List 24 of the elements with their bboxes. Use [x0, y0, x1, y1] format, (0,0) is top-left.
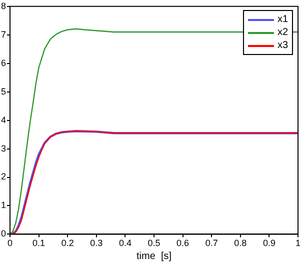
- legend-label: x1: [277, 13, 288, 26]
- y-tick-label: 8: [0, 0, 6, 11]
- x-tick-label: 0.9: [262, 238, 276, 248]
- x-tick-label: 0.3: [90, 238, 103, 248]
- y-tick-label: 4: [0, 114, 6, 125]
- y-tick-label: 5: [0, 86, 6, 96]
- x-tick-label: 0.6: [176, 238, 190, 248]
- legend-label: x3: [277, 39, 288, 52]
- y-tick-label: 0: [0, 228, 6, 239]
- legend-label: x2: [277, 26, 288, 39]
- x-axis-title: time [s]: [136, 250, 172, 262]
- x-tick-label: 0: [8, 238, 13, 248]
- x-tick-label: 0.4: [118, 238, 132, 248]
- x-tick-label: 0.5: [148, 238, 160, 248]
- y-tick-label: 2: [0, 172, 6, 182]
- y-tick-label: 7: [0, 29, 6, 40]
- x-tick-label: 0.1: [32, 238, 46, 248]
- y-tick-label: 1: [0, 200, 6, 210]
- y-tick-label: 3: [0, 143, 6, 154]
- x-tick-label: 0.2: [61, 238, 74, 248]
- x-tick-label: 0.7: [205, 238, 218, 248]
- x-tick-label: 1: [295, 238, 301, 248]
- x-tick-label: 0.8: [234, 238, 247, 248]
- y-tick-label: 6: [0, 58, 6, 68]
